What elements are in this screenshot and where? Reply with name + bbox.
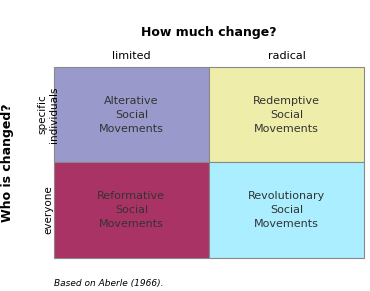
- Text: How much change?: How much change?: [141, 26, 277, 39]
- Text: Redemptive
Social
Movements: Redemptive Social Movements: [253, 95, 320, 134]
- Bar: [209, 67, 364, 162]
- Bar: [209, 162, 364, 258]
- Text: Who is changed?: Who is changed?: [1, 103, 14, 221]
- Text: everyone: everyone: [43, 185, 53, 234]
- Text: Reformative
Social
Movements: Reformative Social Movements: [97, 191, 165, 229]
- Bar: [54, 162, 209, 258]
- Text: Revolutionary
Social
Movements: Revolutionary Social Movements: [248, 191, 325, 229]
- Text: Alterative
Social
Movements: Alterative Social Movements: [99, 95, 164, 134]
- Text: radical: radical: [268, 51, 306, 61]
- Text: limited: limited: [112, 51, 151, 61]
- Text: Based on Aberle (1966).: Based on Aberle (1966).: [54, 279, 163, 288]
- Bar: [54, 67, 209, 162]
- Text: specific
individuals: specific individuals: [37, 86, 59, 143]
